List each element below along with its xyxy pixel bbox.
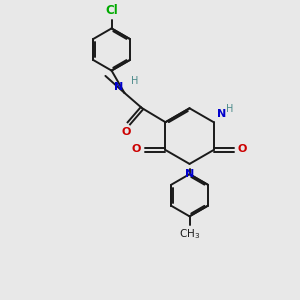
Text: N: N [217,109,226,119]
Text: H: H [226,104,233,114]
Text: H: H [131,76,138,86]
Text: O: O [238,144,247,154]
Text: O: O [122,127,131,137]
Text: N: N [114,82,123,92]
Text: N: N [185,169,194,179]
Text: CH$_3$: CH$_3$ [179,227,200,241]
Text: O: O [132,144,141,154]
Text: Cl: Cl [105,4,118,17]
